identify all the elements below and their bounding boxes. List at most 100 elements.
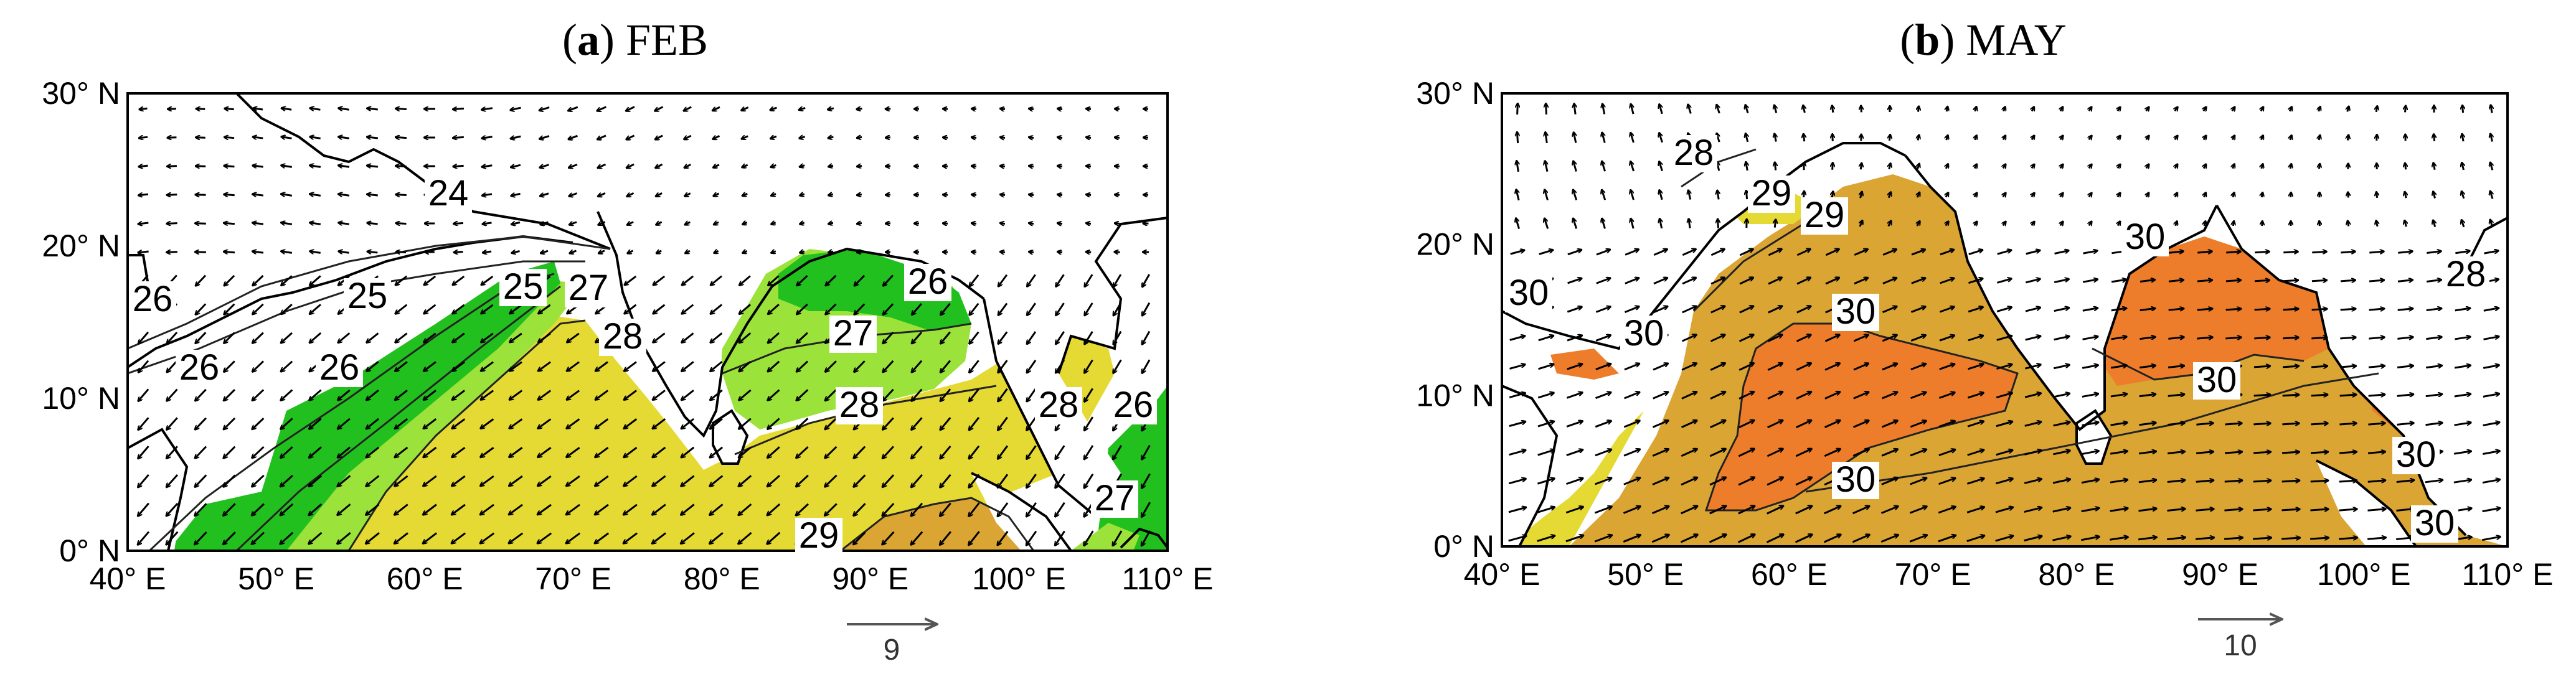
wind-vector — [2081, 536, 2099, 541]
wind-vector — [1027, 359, 1037, 373]
wind-vector — [1996, 307, 2012, 312]
contour-label: 30 — [2415, 503, 2455, 543]
wind-vector — [2168, 366, 2184, 368]
wind-vector — [2455, 251, 2470, 255]
wind-vector — [224, 108, 234, 109]
wind-vector — [912, 360, 923, 373]
wind-vector — [537, 447, 552, 457]
wind-vector — [623, 446, 638, 457]
wind-vector — [2053, 422, 2070, 427]
contour-label-bg — [2193, 362, 2240, 400]
wind-vector — [1966, 535, 1984, 542]
wind-vector — [854, 303, 866, 314]
wind-vector — [1910, 421, 1926, 428]
contour-label-bg — [499, 269, 547, 306]
panel-feb: (a) FEB — [42, 15, 1213, 667]
wind-vector — [796, 332, 808, 344]
isotherm-24 — [128, 235, 611, 350]
wind-vector — [2483, 394, 2499, 398]
wind-vector — [1142, 330, 1151, 344]
wind-vector — [714, 251, 718, 253]
wind-vector — [2146, 193, 2149, 197]
wind-vector — [538, 390, 552, 400]
wind-vector — [796, 474, 809, 487]
wind-vector — [424, 304, 436, 314]
wind-vector — [2224, 538, 2243, 539]
wind-vector — [1029, 194, 1034, 195]
panel-month: MAY — [1966, 15, 2066, 65]
wind-vector — [882, 474, 895, 487]
wind-vector — [451, 475, 466, 486]
wind-vector — [2376, 106, 2377, 113]
wind-vector — [969, 445, 980, 459]
wind-vector — [451, 446, 466, 457]
sst-region-26-bengal — [778, 249, 971, 330]
wind-vector — [196, 303, 207, 314]
wind-vector — [138, 194, 149, 195]
wind-vector — [1595, 363, 1611, 370]
wind-vector — [511, 251, 520, 253]
wind-vector — [885, 166, 891, 167]
wind-vector — [1881, 449, 1898, 457]
wind-vector — [1996, 393, 2012, 399]
wind-vector — [1767, 420, 1783, 429]
wind-vector — [1796, 363, 1811, 371]
wind-vector — [1509, 393, 1526, 398]
wind-vector — [1545, 189, 1549, 200]
sst-field — [128, 93, 1168, 551]
wind-vector — [853, 503, 866, 516]
wind-vector — [710, 446, 724, 458]
wind-vector — [1681, 506, 1698, 515]
wind-vector — [423, 475, 437, 486]
wind-vector — [138, 531, 150, 545]
wind-vector — [1624, 363, 1639, 371]
wind-vector — [2060, 193, 2064, 197]
coastline-burma — [983, 298, 1097, 518]
wind-vector — [2024, 451, 2041, 456]
wind-vector — [2083, 251, 2097, 255]
y-tick-label: 0° N — [59, 533, 120, 568]
wind-vector — [1824, 392, 1840, 400]
wind-vector — [2089, 136, 2092, 140]
y-tick-label: 10° N — [1416, 378, 1494, 413]
wind-vector — [940, 445, 951, 459]
wind-vector — [1055, 530, 1065, 545]
wind-vector — [138, 360, 149, 373]
contour-label-bg — [2442, 256, 2489, 294]
wind-vector — [224, 223, 235, 224]
coastline-indochina — [1057, 217, 1168, 374]
wind-vector — [2367, 538, 2386, 540]
wind-vector — [2139, 365, 2156, 367]
wind-vector — [2225, 280, 2241, 281]
wind-vector — [1717, 105, 1720, 114]
wind-vector — [998, 416, 1008, 431]
x-tick-label: 70° E — [535, 561, 611, 596]
wind-vector — [2204, 136, 2206, 140]
wind-vector — [338, 137, 350, 139]
contour-label: 30 — [2125, 217, 2166, 257]
wind-vector — [540, 222, 549, 225]
wind-vector — [1861, 106, 1862, 113]
coastline-sri-lanka — [2075, 409, 2113, 465]
wind-vector — [2310, 509, 2328, 510]
wind-vector — [1823, 535, 1841, 543]
wind-vector — [1026, 530, 1037, 546]
wind-vector — [2405, 220, 2407, 227]
wind-vector — [1595, 478, 1612, 485]
wind-vector — [969, 502, 980, 517]
wind-vector — [2024, 479, 2042, 484]
wind-vector — [2224, 452, 2242, 453]
wind-vector — [1968, 250, 1983, 256]
wind-vector — [1832, 105, 1833, 113]
wind-vector — [2282, 366, 2299, 367]
wind-vector — [2167, 537, 2186, 539]
wind-vector — [1113, 530, 1123, 546]
wind-vector — [569, 163, 578, 167]
contour-label: 30 — [2396, 434, 2437, 475]
wind-vector — [366, 389, 379, 400]
wind-vector — [1573, 190, 1578, 200]
wind-vector — [684, 106, 692, 111]
wind-vector — [710, 275, 722, 286]
contour-label: 30 — [1836, 291, 1876, 332]
wind-vector — [309, 389, 322, 401]
